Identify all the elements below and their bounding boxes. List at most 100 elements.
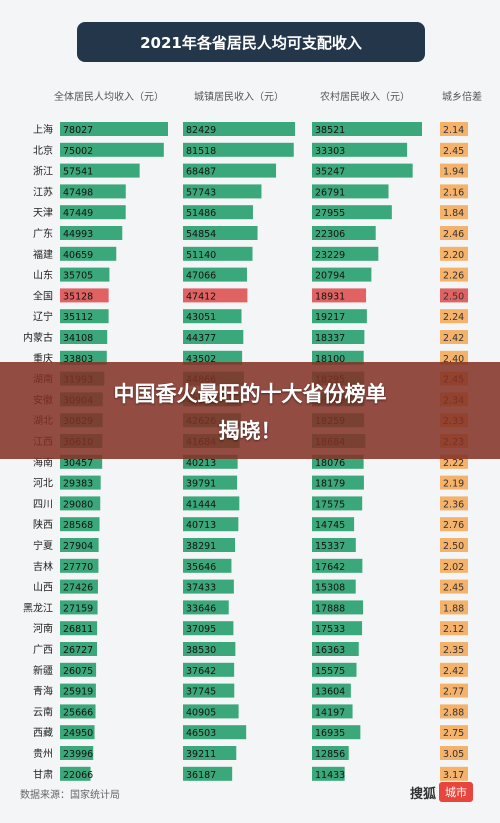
all-bar — [60, 621, 98, 636]
ratio-bar — [440, 746, 468, 760]
urban-value-label: 37095 — [186, 624, 216, 635]
urban-bar — [183, 579, 234, 594]
rural-bar — [312, 579, 356, 594]
all-bar — [60, 600, 98, 615]
all-bar — [60, 475, 101, 490]
rural-value-label: 17642 — [315, 562, 345, 573]
ratio-bar — [440, 704, 468, 719]
all-value-label: 27159 — [63, 603, 93, 614]
rural-value-label: 27955 — [315, 208, 345, 219]
urban-bar — [183, 184, 262, 199]
urban-bar — [183, 475, 238, 490]
province-label: 黑龙江 — [23, 601, 53, 614]
rural-bar — [312, 558, 363, 573]
urban-value-label: 40905 — [186, 707, 216, 718]
province-label: 山东 — [33, 269, 53, 282]
urban-value-label: 46503 — [186, 728, 216, 739]
ratio-value-label: 2.12 — [443, 624, 464, 635]
province-label: 上海 — [33, 123, 53, 136]
urban-bar — [183, 642, 236, 656]
rural-bar — [312, 642, 359, 656]
province-label: 河北 — [33, 478, 53, 490]
all-bar — [60, 642, 97, 656]
urban-bar — [183, 122, 295, 136]
sohu-logo[interactable]: 搜狐 城市 — [410, 782, 474, 802]
all-bar — [60, 496, 101, 511]
ratio-bar — [440, 683, 468, 698]
urban-bar — [183, 205, 253, 220]
ratio-bar — [440, 558, 468, 573]
ratio-bar — [440, 766, 468, 781]
ratio-value-label: 2.46 — [443, 229, 464, 240]
ratio-value-label: 2.24 — [443, 312, 464, 323]
rural-value-label: 18076 — [315, 458, 345, 469]
rural-value-label: 12856 — [315, 749, 345, 760]
all-value-label: 34108 — [63, 333, 93, 344]
ratio-value-label: 2.40 — [443, 354, 464, 365]
urban-value-label: 40713 — [186, 520, 216, 531]
rural-bar — [312, 205, 392, 220]
province-label: 山西 — [33, 582, 53, 594]
ratio-value-label: 2.50 — [443, 541, 464, 552]
ratio-value-label: 3.17 — [443, 770, 464, 781]
rural-value-label: 33303 — [315, 146, 345, 157]
urban-bar — [183, 621, 234, 636]
all-value-label: 57541 — [63, 167, 93, 178]
rural-value-label: 23229 — [315, 250, 345, 261]
all-bar — [60, 163, 140, 178]
urban-bar — [183, 246, 253, 261]
ratio-value-label: 2.42 — [443, 666, 464, 677]
all-value-label: 27426 — [63, 583, 93, 594]
rural-value-label: 38521 — [315, 125, 345, 136]
rural-bar — [312, 766, 345, 781]
rural-value-label: 15308 — [315, 583, 345, 594]
all-value-label: 78027 — [63, 125, 93, 136]
ratio-bar — [440, 600, 468, 615]
rural-value-label: 14197 — [315, 707, 345, 718]
all-bar — [60, 704, 96, 719]
all-value-label: 40659 — [63, 250, 93, 261]
urban-value-label: 82429 — [186, 125, 216, 136]
all-bar — [60, 662, 97, 677]
rural-bar — [312, 267, 372, 282]
all-value-label: 27770 — [63, 562, 93, 573]
header-all-income: 全体居民人均收入（元） — [54, 92, 164, 103]
rural-bar — [312, 746, 349, 760]
province-label: 宁夏 — [33, 539, 53, 552]
urban-value-label: 68487 — [186, 167, 216, 178]
ratio-value-label: 2.76 — [443, 520, 464, 531]
rural-bar — [312, 163, 413, 178]
urban-value-label: 33646 — [186, 603, 216, 614]
rural-bar — [312, 184, 389, 199]
rural-value-label: 16363 — [315, 645, 345, 656]
all-value-label: 23996 — [63, 749, 93, 760]
urban-value-label: 37642 — [186, 666, 216, 677]
all-bar — [60, 330, 108, 344]
urban-value-label: 38291 — [186, 541, 216, 552]
rural-value-label: 16935 — [315, 728, 345, 739]
ratio-bar — [440, 350, 468, 365]
all-value-label: 33803 — [63, 354, 93, 365]
ratio-value-label: 1.84 — [443, 208, 464, 219]
ratio-value-label: 2.50 — [443, 291, 464, 302]
all-bar — [60, 142, 164, 157]
rural-bar — [312, 246, 379, 261]
ratio-value-label: 2.45 — [443, 146, 464, 157]
rural-value-label: 20794 — [315, 271, 345, 282]
rural-value-label: 35247 — [315, 167, 345, 178]
urban-value-label: 37745 — [186, 687, 216, 698]
rural-bar — [312, 600, 364, 615]
ratio-bar — [440, 288, 468, 303]
all-value-label: 47498 — [63, 187, 93, 198]
all-bar — [60, 746, 94, 760]
rural-value-label: 17888 — [315, 603, 345, 614]
urban-value-label: 38530 — [186, 645, 216, 656]
urban-bar — [183, 725, 247, 740]
urban-value-label: 47412 — [186, 291, 216, 302]
rural-bar — [312, 725, 361, 740]
ratio-value-label: 2.19 — [443, 479, 464, 490]
ratio-bar — [440, 496, 468, 511]
ratio-bar — [440, 184, 468, 199]
urban-value-label: 44377 — [186, 333, 216, 344]
rural-bar — [312, 683, 351, 698]
